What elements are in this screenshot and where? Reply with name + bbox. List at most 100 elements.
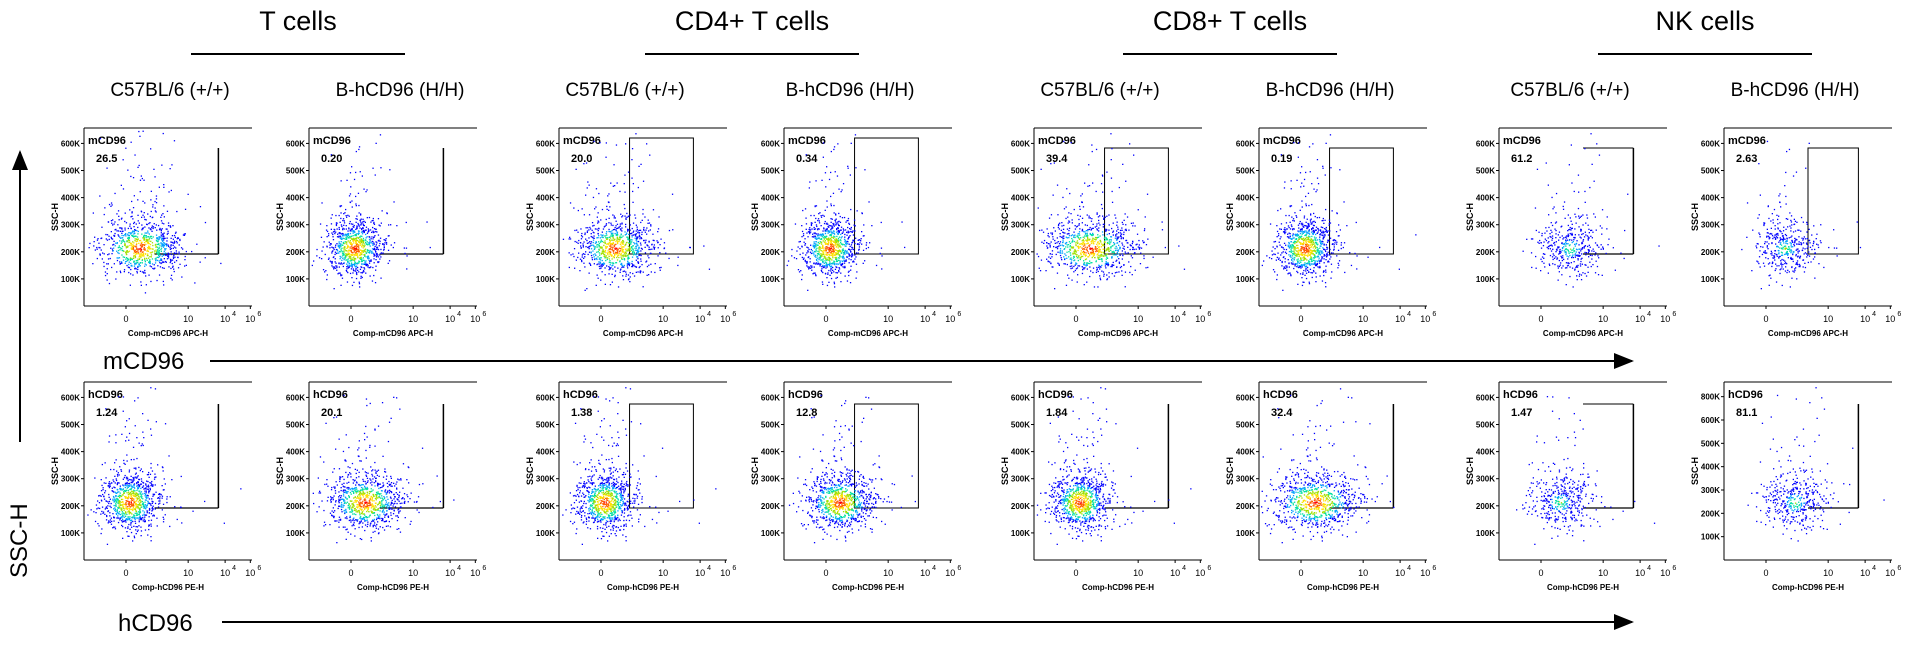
y-tick-label: 200K [1476,248,1495,257]
event-cloud [1741,140,1862,290]
gate-rect [854,137,919,255]
strain-label: C57BL/6 (+/+) [1510,80,1630,101]
y-tick-label: 400K [1011,194,1030,203]
gate-name: mCD96 [1263,135,1301,147]
y-tick-label: 100K [1701,275,1720,284]
y-tick-label: 400K [1476,448,1495,457]
y-tick-label: 100K [61,275,80,284]
panel-x-label: Comp-mCD96 APC-H [1303,329,1383,338]
strain-label: C57BL/6 (+/+) [1040,80,1160,101]
y-tick-label: 200K [761,502,780,511]
panel-x-label: Comp-hCD96 PE-H [832,583,904,592]
y-tick-label: 500K [1476,167,1495,176]
y-tick-label: 200K [1011,248,1030,257]
x-tick-label: 10 [470,314,480,324]
panel-x-label: Comp-mCD96 APC-H [353,329,433,338]
x-tick-label: 10 [245,568,255,578]
x-tick-label: 10 [1358,568,1368,578]
strain-label: B-hCD96 (H/H) [1730,80,1860,101]
y-tick-label: 500K [286,421,305,430]
x-tick-exponent: 6 [1207,565,1211,572]
x-tick-label: 0 [348,568,353,578]
y-tick-label: 300K [761,475,780,484]
gate-percent: 20.1 [321,407,342,419]
y-tick-label: 600K [1011,393,1030,402]
panel-y-label: SSC-H [1225,203,1235,231]
x-tick-label: 10 [658,314,668,324]
x-tick-exponent: 6 [482,565,486,572]
x-tick-label: 0 [1538,568,1543,578]
panel-y-label: SSC-H [1465,203,1475,231]
x-tick-label: 10 [408,568,418,578]
x-tick-exponent: 6 [732,311,736,318]
y-tick-label: 600K [761,393,780,402]
x-tick-label: 10 [920,314,930,324]
x-tick-label: 0 [1073,568,1078,578]
x-tick-label: 10 [1420,314,1430,324]
y-tick-label: 400K [1236,194,1255,203]
panel-y-label: SSC-H [1690,203,1700,231]
y-tick-label: 400K [1011,448,1030,457]
flow-panel: 100K 200K 300K 400K 500K 600K SSC-H 0 10 10 4 10 6 Co… [1000,372,1218,604]
x-tick-exponent: 4 [1647,311,1651,318]
x-tick-label: 10 [1885,314,1895,324]
y-tick-label: 400K [1236,448,1255,457]
x-tick-exponent: 4 [1182,311,1186,318]
gate-name: hCD96 [1038,389,1073,401]
y-tick-label: 400K [761,448,780,457]
x-tick-exponent: 6 [1897,311,1901,318]
y-tick-label: 600K [1476,393,1495,402]
y-tick-label: 100K [761,275,780,284]
strain-label: C57BL/6 (+/+) [110,80,230,101]
x-tick-label: 10 [945,568,955,578]
flow-panel: 100K 200K 300K 400K 500K 600K SSC-H 0 10 10 4 10 6 Co… [1465,118,1683,350]
y-tick-label: 200K [1476,502,1495,511]
y-tick-label: 400K [1476,194,1495,203]
group-title: T cells [259,6,337,36]
x-tick-exponent: 6 [732,565,736,572]
x-tick-label: 0 [598,568,603,578]
x-tick-exponent: 6 [1672,311,1676,318]
x-tick-exponent: 4 [1647,565,1651,572]
strain-label: B-hCD96 (H/H) [1265,80,1395,101]
y-tick-label: 600K [286,139,305,148]
y-tick-label: 400K [1701,194,1720,203]
group-title: CD4+ T cells [674,6,830,36]
panel-y-label: SSC-H [525,203,535,231]
x-tick-label: 0 [823,314,828,324]
y-tick-label: 800K [1701,393,1720,402]
y-tick-label: 200K [1701,509,1720,518]
x-tick-label: 10 [1660,568,1670,578]
gate-rect [1329,147,1394,255]
y-tick-label: 200K [1236,502,1255,511]
y-axis-label: SSC-H [6,503,33,578]
event-cloud [1747,387,1885,542]
x-tick-exponent: 4 [232,565,236,572]
event-cloud [312,394,455,544]
x-tick-label: 10 [1635,568,1645,578]
y-tick-label: 500K [536,167,555,176]
panel-x-label: Comp-mCD96 APC-H [828,329,908,338]
x-tick-label: 10 [1860,568,1870,578]
x-tick-exponent: 6 [1672,565,1676,572]
y-tick-label: 500K [1476,421,1495,430]
panel-x-label: Comp-mCD96 APC-H [128,329,208,338]
panel-x-label: Comp-hCD96 PE-H [1307,583,1379,592]
flow-panel: 100K 200K 300K 400K 500K 600K SSC-H 0 10 10 4 10 6 Co… [1690,118,1905,350]
y-tick-label: 400K [61,448,80,457]
flow-panel: 100K 200K 300K 400K 500K 600K SSC-H 0 10 10 4 10 6 Co… [50,118,268,350]
x-tick-label: 0 [1538,314,1543,324]
x-tick-label: 10 [1598,568,1608,578]
x-tick-label: 10 [1660,314,1670,324]
y-tick-label: 600K [286,393,305,402]
y-tick-label: 300K [286,475,305,484]
y-tick-label: 300K [61,475,80,484]
y-tick-label: 300K [1701,486,1720,495]
x-tick-exponent: 4 [1407,311,1411,318]
event-cloud [1036,133,1186,290]
gate-percent: 61.2 [1511,153,1532,165]
